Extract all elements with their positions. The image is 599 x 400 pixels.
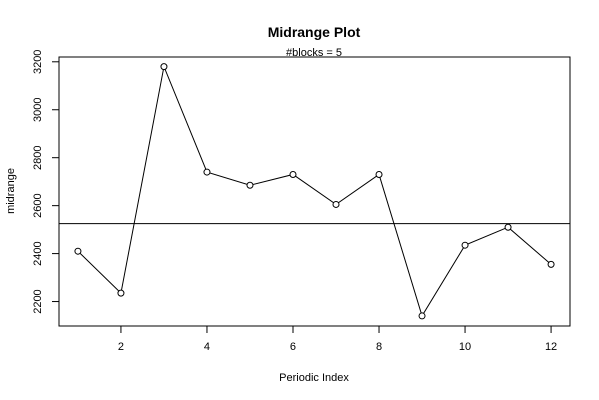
y-axis-label: midrange xyxy=(5,168,17,214)
data-point xyxy=(547,260,555,268)
x-axis: 2 4 6 8 10 12 xyxy=(118,325,557,353)
series-line xyxy=(77,64,552,318)
y-tick-label: 2200 xyxy=(32,289,44,313)
x-tick-label: 6 xyxy=(290,341,296,353)
y-tick-label: 3000 xyxy=(32,98,44,122)
data-point xyxy=(74,247,82,255)
data-point xyxy=(289,170,297,178)
chart-subtitle: #blocks = 5 xyxy=(286,47,342,59)
y-axis: 2200 2400 2600 2800 3000 3200 xyxy=(32,50,60,314)
data-point xyxy=(418,312,426,320)
chart-title: Midrange Plot xyxy=(268,24,361,40)
y-tick-label: 2800 xyxy=(32,145,44,169)
y-tick-label: 2400 xyxy=(32,241,44,265)
data-points xyxy=(74,63,555,320)
x-tick-label: 10 xyxy=(459,341,471,353)
x-tick-label: 2 xyxy=(118,341,124,353)
data-point xyxy=(504,223,512,231)
data-point xyxy=(203,168,211,176)
data-point xyxy=(160,63,168,71)
data-point xyxy=(332,200,340,208)
x-axis-label: Periodic Index xyxy=(279,372,349,384)
data-point xyxy=(375,170,383,178)
x-tick-label: 8 xyxy=(376,341,382,353)
data-point xyxy=(461,241,469,249)
x-tick-label: 12 xyxy=(545,341,557,353)
y-tick-label: 2600 xyxy=(32,193,44,217)
plot-frame xyxy=(58,56,571,327)
x-tick-label: 4 xyxy=(204,341,210,353)
data-point xyxy=(117,289,125,297)
data-point xyxy=(246,181,254,189)
y-tick-label: 3200 xyxy=(32,50,44,74)
